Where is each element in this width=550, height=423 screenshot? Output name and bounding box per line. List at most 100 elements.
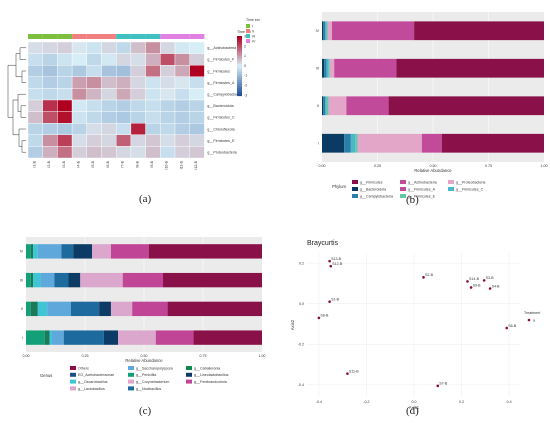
bar-segment xyxy=(68,272,81,288)
heatmap-cell xyxy=(174,53,190,66)
bar-segment xyxy=(61,244,74,259)
y-axis-label: Axis2 xyxy=(290,319,295,330)
heatmap-row-label: g__Firmicutes_C xyxy=(207,116,235,120)
heatmap-cell xyxy=(189,134,205,147)
heatmap-cell xyxy=(160,146,176,159)
heatmap-cell xyxy=(160,134,176,147)
x-axis-label: Axis1 xyxy=(409,405,420,410)
bar-segment xyxy=(355,133,358,153)
scale-gradient-step xyxy=(237,84,242,87)
time-legend-label: II xyxy=(252,30,254,34)
heatmap-cell xyxy=(130,146,146,159)
bar-segment xyxy=(30,244,34,259)
time-legend-swatch xyxy=(246,29,250,33)
bar-segment xyxy=(414,21,544,41)
scale-gradient-step xyxy=(237,88,242,91)
point-label: S14-B xyxy=(469,277,480,281)
legend-swatch xyxy=(128,366,134,370)
x-tick-label: 1.00 xyxy=(541,164,548,168)
category-label: III xyxy=(20,278,23,282)
x-tick-label: 0.25 xyxy=(82,354,89,358)
legend-swatch xyxy=(352,194,358,198)
legend-swatch xyxy=(400,187,406,191)
legend-label: g__Lineolactobacillus xyxy=(194,373,229,377)
category-label: III xyxy=(316,67,319,71)
heatmap-cell xyxy=(27,134,43,147)
bar-segment xyxy=(326,96,329,116)
bar-segment xyxy=(329,58,335,78)
scale-tick-label: -1 xyxy=(244,74,247,78)
scale-gradient-step xyxy=(237,54,242,57)
heatmap-column-label: I6-B xyxy=(106,160,110,167)
bar-segment xyxy=(323,96,326,116)
heatmap-row-label: g__Chloroflexota xyxy=(207,127,234,131)
heatmap-cell xyxy=(71,88,87,101)
legend-label: g__Firmicutes_E xyxy=(408,194,436,198)
heatmap-row-label: g__Proteobacteria xyxy=(207,151,236,155)
heatmap-cell xyxy=(189,88,205,101)
point-label: S7-B xyxy=(439,382,448,386)
legend-swatch xyxy=(186,372,192,377)
bar-segment xyxy=(148,244,262,259)
heatmap-scale-title: Time ect xyxy=(237,30,251,34)
heatmap-cell xyxy=(71,76,87,89)
heatmap-cell xyxy=(189,64,205,77)
time-annotation-cell xyxy=(160,34,175,39)
heatmap-cell xyxy=(71,122,87,135)
heatmap-cell xyxy=(57,64,73,77)
bar-segment xyxy=(118,330,156,345)
heatmap-cell xyxy=(145,53,161,66)
bar-segment xyxy=(323,21,326,41)
x-tick-label: 0.75 xyxy=(200,354,207,358)
heatmap-cell xyxy=(71,41,87,54)
category-label: II xyxy=(21,307,23,311)
scale-gradient-step xyxy=(237,52,242,55)
legend-label: g__Ferdinandcohnia xyxy=(194,380,227,384)
point-label: S13-B xyxy=(331,257,342,261)
legend-label: g__Nocibacillus xyxy=(136,387,161,391)
scale-gradient-step xyxy=(237,92,242,95)
heatmap-cell xyxy=(57,53,73,66)
time-legend-swatch xyxy=(246,39,250,43)
heatmap-cell xyxy=(27,146,43,159)
heatmap-row-label: g__Firmicutes xyxy=(207,69,230,73)
x-tick-label: 0.50 xyxy=(141,354,148,358)
heatmap-cell xyxy=(160,88,176,101)
bar-segment xyxy=(33,272,41,288)
bar-segment xyxy=(49,330,52,345)
scale-gradient-step xyxy=(237,80,242,83)
heatmap-cell xyxy=(57,111,73,124)
bar-segment xyxy=(132,301,168,317)
heatmap-cell xyxy=(42,64,58,77)
heatmap-cell xyxy=(130,122,146,135)
caption-c: (c) xyxy=(139,405,152,417)
scale-gradient-step xyxy=(237,38,242,41)
heatmap-cell xyxy=(115,88,132,101)
heatmap-cell xyxy=(130,76,146,89)
heatmap-cell xyxy=(27,111,43,124)
heatmap-cell xyxy=(145,146,161,159)
heatmap-cell xyxy=(145,122,161,135)
bar-segment xyxy=(421,133,442,153)
legend-swatch xyxy=(70,386,76,391)
heatmap-row-label: g__Firmicutes_F xyxy=(207,58,235,62)
heatmap-cell xyxy=(174,134,190,147)
heatmap-cell xyxy=(71,111,87,124)
scale-gradient-step xyxy=(237,74,242,77)
scale-gradient-step xyxy=(237,56,242,59)
time-legend-swatch xyxy=(246,34,250,38)
bar-segment xyxy=(327,21,332,41)
heatmap-cell xyxy=(115,64,132,77)
scale-gradient-step xyxy=(237,70,242,73)
heatmap-row-label: g__Firmicutes_A xyxy=(207,81,235,85)
scale-gradient-step xyxy=(237,50,242,53)
scatter-point xyxy=(422,276,425,279)
heatmap-cell xyxy=(115,53,132,66)
x-tick-label: 0.00 xyxy=(23,354,30,358)
legend-swatch xyxy=(70,379,76,384)
scatter-point xyxy=(505,326,509,330)
scale-gradient-step xyxy=(237,94,242,97)
heatmap-cell xyxy=(130,134,146,147)
